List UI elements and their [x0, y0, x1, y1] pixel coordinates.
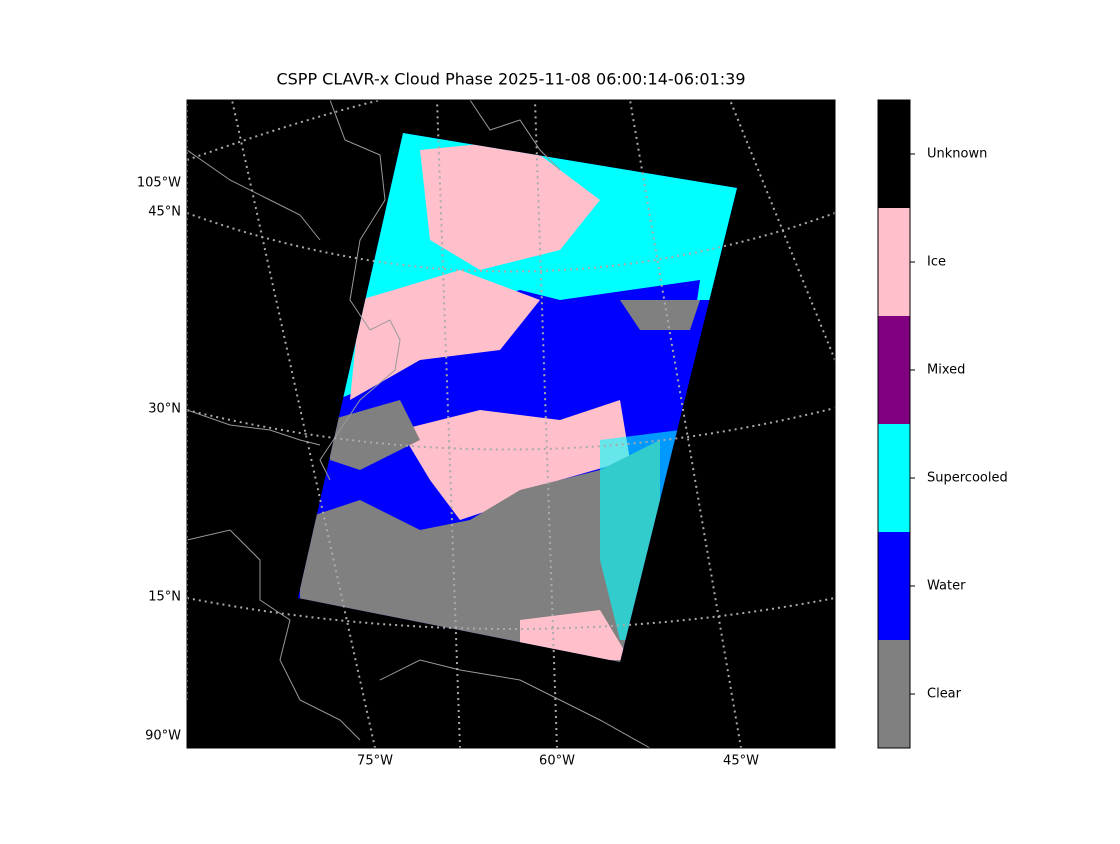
colorbar: Clear Water Supercooled Mixed Ice Unknown	[877, 99, 1008, 749]
colorbar-label: Supercooled	[927, 471, 1008, 486]
colorbar-segment	[878, 640, 910, 748]
map-frame	[186, 99, 836, 749]
bottom-label: 75°W	[357, 754, 393, 769]
left-label: 30°N	[148, 402, 181, 417]
colorbar-segment	[878, 424, 910, 532]
colorbar-label: Ice	[927, 255, 946, 270]
colorbar-segment	[878, 208, 910, 316]
title: CSPP CLAVR-x Cloud Phase 2025-11-08 06:0…	[276, 70, 745, 89]
colorbar-label: Mixed	[927, 363, 965, 378]
colorbar-segment	[878, 532, 910, 640]
left-label: 105°W	[137, 176, 181, 191]
left-label: 90°W	[145, 729, 181, 744]
colorbar-frame	[877, 99, 911, 749]
colorbar-label: Clear	[927, 687, 962, 702]
colorbar-segment	[878, 316, 910, 424]
colorbar-label: Water	[927, 579, 966, 594]
left-label: 15°N	[148, 590, 181, 605]
colorbar-label: Unknown	[927, 147, 987, 162]
bottom-label: 60°W	[539, 754, 575, 769]
bottom-label: 45°W	[723, 754, 759, 769]
axis-labels: 105°W 45°N 30°N 15°N 90°W 75°W 60°W 45°W	[137, 176, 759, 769]
colorbar-segment	[878, 100, 910, 208]
left-label: 45°N	[148, 205, 181, 220]
